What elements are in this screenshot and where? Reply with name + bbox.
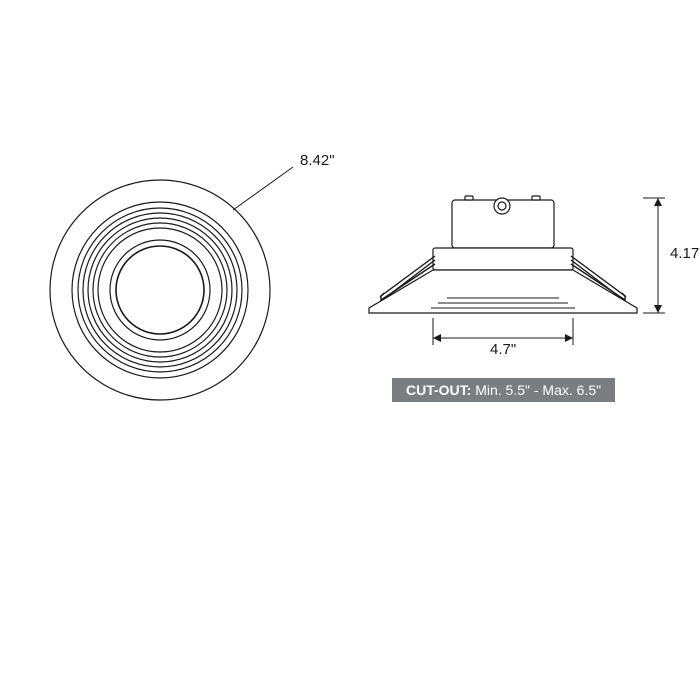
diameter-label: 8.42" [300, 152, 335, 169]
front-view [35, 165, 295, 430]
width-label: 4.7" [490, 341, 516, 358]
side-view [365, 200, 685, 375]
cutout-banner: CUT-OUT: Min. 5.5" - Max. 6.5" [392, 378, 615, 402]
cutout-prefix: CUT-OUT: [406, 382, 471, 398]
cutout-text: Min. 5.5" - Max. 6.5" [471, 382, 601, 398]
height-label: 4.17" [670, 245, 700, 262]
